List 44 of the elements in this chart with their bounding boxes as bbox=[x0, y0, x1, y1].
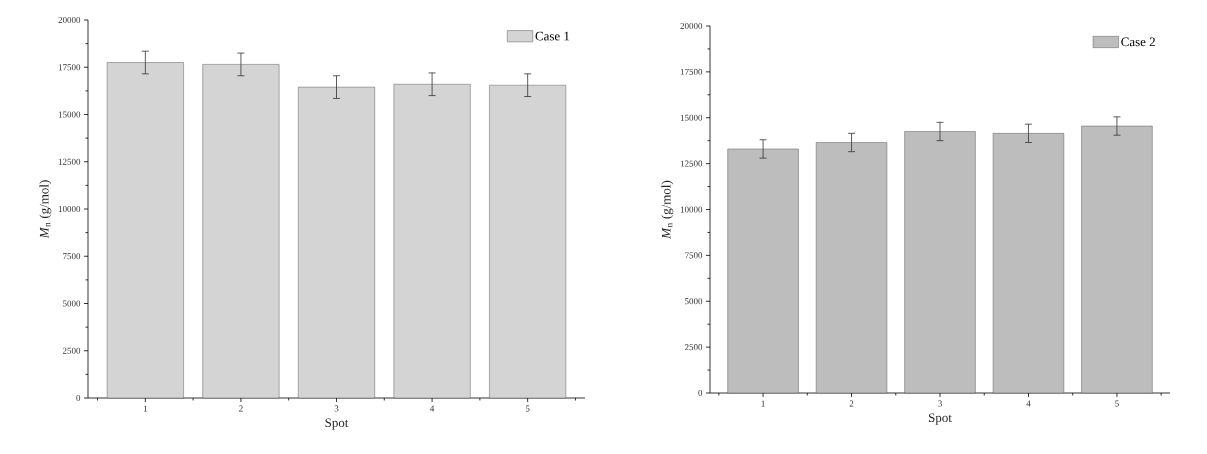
y-tick-label: 0 bbox=[698, 389, 703, 397]
bar bbox=[489, 85, 567, 399]
x-axis-title: Spot bbox=[928, 413, 952, 425]
bar bbox=[298, 86, 375, 399]
bar bbox=[1081, 125, 1153, 394]
bar bbox=[992, 133, 1065, 394]
y-tick-label: 5000 bbox=[63, 300, 81, 307]
bar bbox=[904, 131, 976, 394]
y-tick-label: 20000 bbox=[58, 16, 81, 24]
y-tick-label: 0 bbox=[76, 394, 81, 402]
y-tick-label: 7500 bbox=[685, 252, 703, 259]
x-tick-label: 4 bbox=[430, 405, 435, 412]
bar bbox=[106, 62, 184, 399]
y-tick-label: 7500 bbox=[63, 253, 81, 260]
x-tick-label: 2 bbox=[239, 405, 243, 412]
y-tick-label: 5000 bbox=[685, 298, 703, 305]
y-tick-label: 2500 bbox=[684, 344, 703, 351]
bar bbox=[202, 64, 280, 399]
bar bbox=[393, 84, 471, 399]
y-tick-label: 17500 bbox=[680, 68, 703, 75]
x-tick-label: 3 bbox=[334, 405, 339, 412]
x-tick-label: 1 bbox=[143, 405, 148, 412]
y-tick-label: 17500 bbox=[58, 64, 81, 71]
x-tick-label: 2 bbox=[849, 400, 854, 407]
x-tick-label: 3 bbox=[938, 400, 942, 407]
x-tick-label: 4 bbox=[1026, 400, 1031, 407]
legend-label: Case 1 bbox=[535, 31, 570, 41]
y-axis-title: M$_{n}$ (g/mol) bbox=[39, 180, 52, 239]
bar bbox=[727, 148, 799, 394]
y-tick-label: 15000 bbox=[58, 111, 81, 118]
y-axis-title: M$_{n}$ (g/mol) bbox=[661, 180, 674, 239]
legend-label: Case 2 bbox=[1121, 37, 1155, 47]
bar bbox=[815, 142, 888, 394]
y-tick-label: 12500 bbox=[680, 160, 703, 167]
x-tick-label: 5 bbox=[525, 405, 530, 412]
y-tick-label: 15000 bbox=[680, 114, 703, 121]
x-axis-title: Spot bbox=[325, 418, 349, 430]
y-tick-label: 20000 bbox=[680, 22, 703, 30]
y-tick-label: 2500 bbox=[62, 347, 81, 354]
y-tick-label: 10000 bbox=[680, 206, 703, 213]
y-tick-label: 10000 bbox=[58, 205, 81, 213]
y-tick-label: 12500 bbox=[58, 158, 81, 165]
x-tick-label: 5 bbox=[1115, 400, 1119, 407]
x-tick-label: 1 bbox=[761, 400, 765, 407]
